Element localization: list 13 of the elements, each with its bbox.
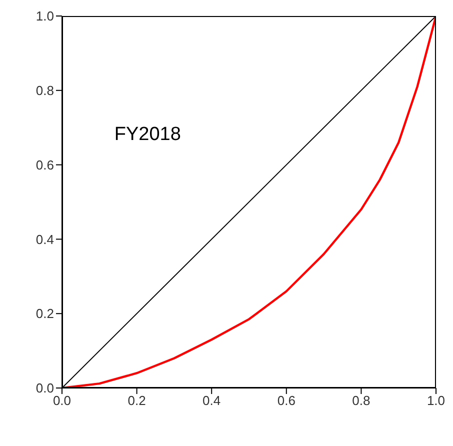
x-tick-label: 0.8: [352, 393, 370, 408]
y-tick-label: 0.2: [36, 306, 54, 322]
y-tick-label: 0.0: [36, 380, 54, 396]
y-tick-label: 0.4: [36, 232, 54, 247]
x-tick-label: 0.2: [128, 393, 146, 408]
y-tick-label: 0.8: [36, 83, 54, 98]
x-tick-label: 0.0: [52, 393, 72, 408]
x-tick-label: 0.4: [202, 393, 221, 408]
x-tick-label: 0.6: [277, 393, 296, 408]
y-tick-label: 1.0: [36, 8, 54, 24]
annotation: FY2018: [114, 124, 181, 146]
x-tick-label: 1.0: [426, 393, 446, 408]
y-tick-label: 0.6: [36, 157, 54, 172]
